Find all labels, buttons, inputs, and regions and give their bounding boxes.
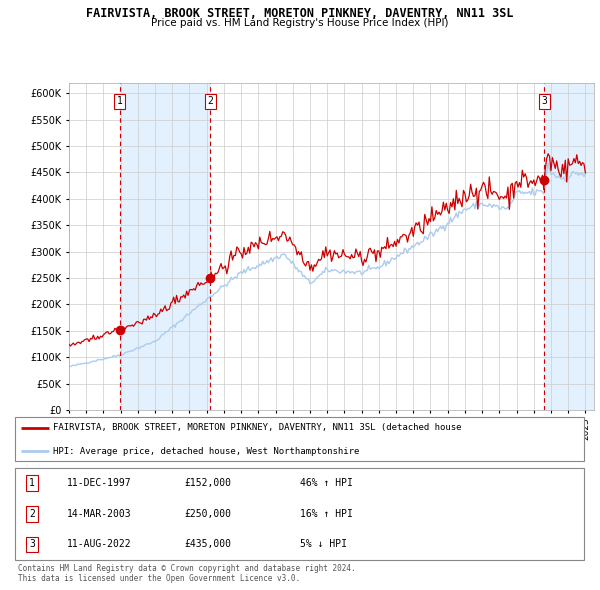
Text: 11-DEC-1997: 11-DEC-1997 [67,478,131,489]
Text: 16% ↑ HPI: 16% ↑ HPI [300,509,353,519]
Text: 46% ↑ HPI: 46% ↑ HPI [300,478,353,489]
Text: FAIRVISTA, BROOK STREET, MORETON PINKNEY, DAVENTRY, NN11 3SL (detached house: FAIRVISTA, BROOK STREET, MORETON PINKNEY… [53,424,462,432]
Text: 1: 1 [116,96,122,106]
Text: £250,000: £250,000 [185,509,232,519]
Text: HPI: Average price, detached house, West Northamptonshire: HPI: Average price, detached house, West… [53,447,360,455]
Text: FAIRVISTA, BROOK STREET, MORETON PINKNEY, DAVENTRY, NN11 3SL: FAIRVISTA, BROOK STREET, MORETON PINKNEY… [86,7,514,20]
Text: 1: 1 [29,478,35,489]
Text: 11-AUG-2022: 11-AUG-2022 [67,539,131,549]
Text: 3: 3 [29,539,35,549]
FancyBboxPatch shape [15,417,584,461]
Text: 5% ↓ HPI: 5% ↓ HPI [300,539,347,549]
Text: £152,000: £152,000 [185,478,232,489]
Bar [119,83,210,410]
Text: Contains HM Land Registry data © Crown copyright and database right 2024.
This d: Contains HM Land Registry data © Crown c… [18,564,356,584]
Text: 2: 2 [207,96,213,106]
Text: 14-MAR-2003: 14-MAR-2003 [67,509,131,519]
Text: £435,000: £435,000 [185,539,232,549]
Text: Price paid vs. HM Land Registry's House Price Index (HPI): Price paid vs. HM Land Registry's House … [151,18,449,28]
Bar [544,83,594,410]
Text: 2: 2 [29,509,35,519]
Text: 3: 3 [541,96,547,106]
FancyBboxPatch shape [15,468,584,560]
